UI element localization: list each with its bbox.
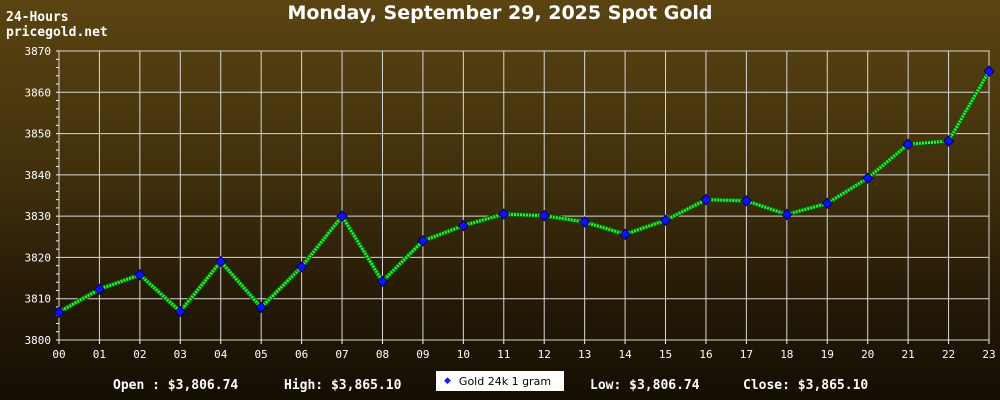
y-tick-label: 3850 — [25, 128, 52, 141]
x-tick-label: 11 — [497, 348, 510, 361]
data-point — [498, 208, 510, 220]
x-tick-label: 02 — [133, 348, 146, 361]
x-tick-label: 08 — [376, 348, 389, 361]
data-point — [53, 306, 65, 318]
y-tick-label: 3870 — [25, 45, 52, 58]
data-point — [861, 172, 874, 184]
data-point — [134, 269, 146, 281]
chart-title: Monday, September 29, 2025 Spot Gold — [287, 2, 713, 24]
data-point — [659, 214, 672, 226]
y-tick-label: 3810 — [25, 293, 52, 306]
data-point — [942, 135, 955, 147]
y-tick-label: 3840 — [25, 169, 52, 182]
data-point — [821, 197, 833, 210]
data-point — [417, 235, 429, 247]
brand-label: 24-Hours pricegold.net — [6, 10, 108, 40]
x-tick-label: 01 — [93, 348, 106, 361]
x-tick-label: 23 — [982, 348, 995, 361]
data-point — [376, 275, 389, 288]
high-price: High: $3,865.10 — [284, 378, 402, 393]
x-tick-label: 19 — [821, 348, 834, 361]
x-tick-label: 00 — [52, 348, 65, 361]
x-tick-label: 14 — [618, 348, 632, 361]
site-name: pricegold.net — [6, 25, 108, 40]
x-tick-label: 22 — [942, 348, 955, 361]
x-tick-label: 07 — [335, 348, 348, 361]
x-tick-label: 04 — [214, 348, 228, 361]
x-tick-label: 10 — [457, 348, 470, 361]
x-tick-label: 15 — [659, 348, 672, 361]
data-point — [700, 193, 712, 206]
x-tick-label: 18 — [780, 348, 793, 361]
y-tick-label: 3860 — [25, 86, 52, 99]
data-point — [174, 305, 187, 318]
x-tick-label: 13 — [578, 348, 591, 361]
data-point — [295, 261, 308, 273]
data-point — [902, 138, 914, 151]
data-point — [740, 195, 753, 207]
data-point — [215, 255, 227, 268]
data-point — [619, 228, 631, 241]
x-tick-label: 17 — [740, 348, 753, 361]
legend-label: Gold 24k 1 gram — [458, 374, 552, 388]
open-price: Open : $3,806.74 — [113, 378, 239, 393]
x-tick-label: 06 — [295, 348, 308, 361]
low-price: Low: $3,806.74 — [590, 378, 700, 393]
close-price: Close: $3,865.10 — [743, 378, 869, 393]
x-tick-label: 12 — [538, 348, 551, 361]
data-point — [93, 283, 106, 295]
plot-frame — [58, 50, 990, 341]
x-tick-label: 20 — [861, 348, 874, 361]
y-tick-label: 3820 — [25, 251, 52, 264]
x-tick-label: 21 — [902, 348, 915, 361]
data-point — [457, 219, 470, 232]
y-tick-label: 3830 — [25, 210, 52, 223]
data-point — [781, 208, 793, 221]
data-point — [255, 301, 267, 314]
series-line — [58, 70, 991, 314]
x-tick-label: 16 — [699, 348, 712, 361]
x-tick-label: 03 — [174, 348, 187, 361]
legend-marker-icon: ◆ — [444, 376, 451, 386]
data-point — [578, 216, 591, 228]
x-tick-label: 09 — [416, 348, 429, 361]
data-point — [538, 210, 550, 222]
data-point — [983, 65, 995, 77]
x-tick-label: 05 — [255, 348, 268, 361]
series-line-shadow — [57, 69, 992, 315]
data-point — [336, 210, 348, 222]
legend: ◆ Gold 24k 1 gram — [436, 371, 564, 391]
period-label: 24-Hours — [6, 10, 69, 25]
y-tick-label: 3800 — [25, 334, 52, 347]
